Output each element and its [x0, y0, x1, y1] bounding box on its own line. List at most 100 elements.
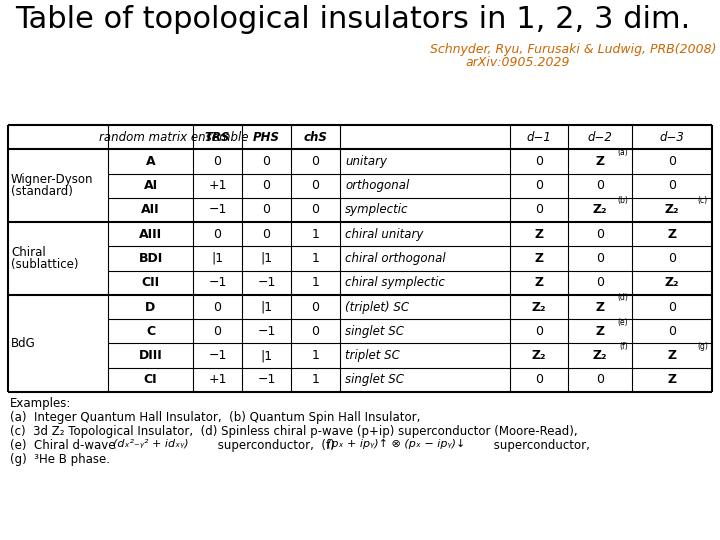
Text: +1: +1	[208, 179, 227, 192]
Text: d−2: d−2	[588, 131, 613, 144]
Text: 1: 1	[312, 276, 320, 289]
Text: 0: 0	[214, 301, 222, 314]
Text: 0: 0	[535, 204, 543, 217]
Text: chiral orthogonal: chiral orthogonal	[345, 252, 446, 265]
Text: Z: Z	[534, 276, 544, 289]
Text: |1: |1	[261, 252, 273, 265]
Text: CII: CII	[141, 276, 160, 289]
Text: 0: 0	[668, 301, 676, 314]
Text: superconductor,  (f): superconductor, (f)	[214, 439, 338, 452]
Text: A: A	[145, 155, 156, 168]
Text: 0: 0	[596, 373, 604, 386]
Text: 0: 0	[214, 228, 222, 241]
Text: Z₂: Z₂	[665, 204, 679, 217]
Text: 0: 0	[214, 155, 222, 168]
Text: −1: −1	[257, 276, 276, 289]
Text: PHS: PHS	[253, 131, 280, 144]
Text: −1: −1	[257, 373, 276, 386]
Text: (e)  Chiral d-wave: (e) Chiral d-wave	[10, 439, 120, 452]
Text: 0: 0	[263, 179, 271, 192]
Text: AII: AII	[141, 204, 160, 217]
Text: 0: 0	[668, 179, 676, 192]
Text: (d): (d)	[617, 293, 628, 302]
Text: d−3: d−3	[660, 131, 685, 144]
Text: 0: 0	[312, 325, 320, 338]
Text: Z₂: Z₂	[593, 204, 607, 217]
Text: 0: 0	[312, 301, 320, 314]
Text: |1: |1	[261, 349, 273, 362]
Text: (g)  ³He B phase.: (g) ³He B phase.	[10, 453, 110, 466]
Text: d−1: d−1	[526, 131, 552, 144]
Text: 0: 0	[596, 179, 604, 192]
Text: (a)  Integer Quantum Hall Insulator,  (b) Quantum Spin Hall Insulator,: (a) Integer Quantum Hall Insulator, (b) …	[10, 411, 420, 424]
Text: Z₂: Z₂	[532, 349, 546, 362]
Text: 0: 0	[596, 252, 604, 265]
Text: C: C	[146, 325, 155, 338]
Text: Z: Z	[667, 228, 677, 241]
Text: |1: |1	[261, 301, 273, 314]
Text: arXiv:0905.2029: arXiv:0905.2029	[465, 56, 570, 69]
Text: −1: −1	[208, 276, 227, 289]
Text: 0: 0	[535, 179, 543, 192]
Text: −1: −1	[257, 325, 276, 338]
Text: (triplet) SC: (triplet) SC	[345, 301, 409, 314]
Text: Schnyder, Ryu, Furusaki & Ludwig, PRB(2008): Schnyder, Ryu, Furusaki & Ludwig, PRB(20…	[430, 43, 716, 56]
Text: 0: 0	[668, 252, 676, 265]
Text: Z: Z	[595, 301, 605, 314]
Text: |1: |1	[212, 252, 224, 265]
Text: −1: −1	[208, 349, 227, 362]
Text: Z: Z	[667, 373, 677, 386]
Text: Z: Z	[667, 349, 677, 362]
Text: AIII: AIII	[139, 228, 162, 241]
Text: 0: 0	[312, 155, 320, 168]
Text: 0: 0	[214, 325, 222, 338]
Text: unitary: unitary	[345, 155, 387, 168]
Text: (b): (b)	[617, 196, 628, 205]
Text: singlet SC: singlet SC	[345, 325, 404, 338]
Text: Z₂: Z₂	[665, 276, 679, 289]
Text: (standard): (standard)	[11, 185, 73, 198]
Text: Z: Z	[595, 155, 605, 168]
Text: chiral unitary: chiral unitary	[345, 228, 423, 241]
Text: 1: 1	[312, 349, 320, 362]
Text: Wigner-Dyson: Wigner-Dyson	[11, 173, 94, 186]
Text: Z: Z	[595, 325, 605, 338]
Text: 0: 0	[668, 155, 676, 168]
Text: chiral symplectic: chiral symplectic	[345, 276, 445, 289]
Text: D: D	[145, 301, 156, 314]
Text: DIII: DIII	[139, 349, 163, 362]
Text: (g): (g)	[697, 342, 708, 351]
Text: 0: 0	[535, 155, 543, 168]
Text: TRS: TRS	[204, 131, 230, 144]
Text: 0: 0	[263, 155, 271, 168]
Text: random matrix ensemble: random matrix ensemble	[99, 131, 248, 144]
Text: symplectic: symplectic	[345, 204, 408, 217]
Text: 0: 0	[312, 179, 320, 192]
Text: (c)  3d Z₂ Topological Insulator,  (d) Spinless chiral p-wave (p+ip) superconduc: (c) 3d Z₂ Topological Insulator, (d) Spi…	[10, 425, 577, 438]
Text: +1: +1	[208, 373, 227, 386]
Text: Z: Z	[534, 228, 544, 241]
Text: 0: 0	[596, 276, 604, 289]
Text: 0: 0	[596, 228, 604, 241]
Text: BdG: BdG	[11, 337, 36, 350]
Text: Table of topological insulators in 1, 2, 3 dim.: Table of topological insulators in 1, 2,…	[15, 5, 690, 34]
Text: orthogonal: orthogonal	[345, 179, 409, 192]
Text: AI: AI	[143, 179, 158, 192]
Text: 1: 1	[312, 252, 320, 265]
Text: 0: 0	[535, 373, 543, 386]
Text: triplet SC: triplet SC	[345, 349, 400, 362]
Text: 0: 0	[312, 204, 320, 217]
Text: (sublattice): (sublattice)	[11, 258, 78, 271]
Text: (e): (e)	[617, 318, 628, 327]
Text: 0: 0	[668, 325, 676, 338]
Text: Examples:: Examples:	[10, 397, 71, 410]
Text: 0: 0	[263, 228, 271, 241]
Text: CI: CI	[144, 373, 157, 386]
Text: Z₂: Z₂	[593, 349, 607, 362]
Text: −1: −1	[208, 204, 227, 217]
Text: singlet SC: singlet SC	[345, 373, 404, 386]
Text: 1: 1	[312, 228, 320, 241]
Text: (a): (a)	[617, 147, 628, 157]
Text: BDI: BDI	[138, 252, 163, 265]
Text: superconductor,: superconductor,	[490, 439, 590, 452]
